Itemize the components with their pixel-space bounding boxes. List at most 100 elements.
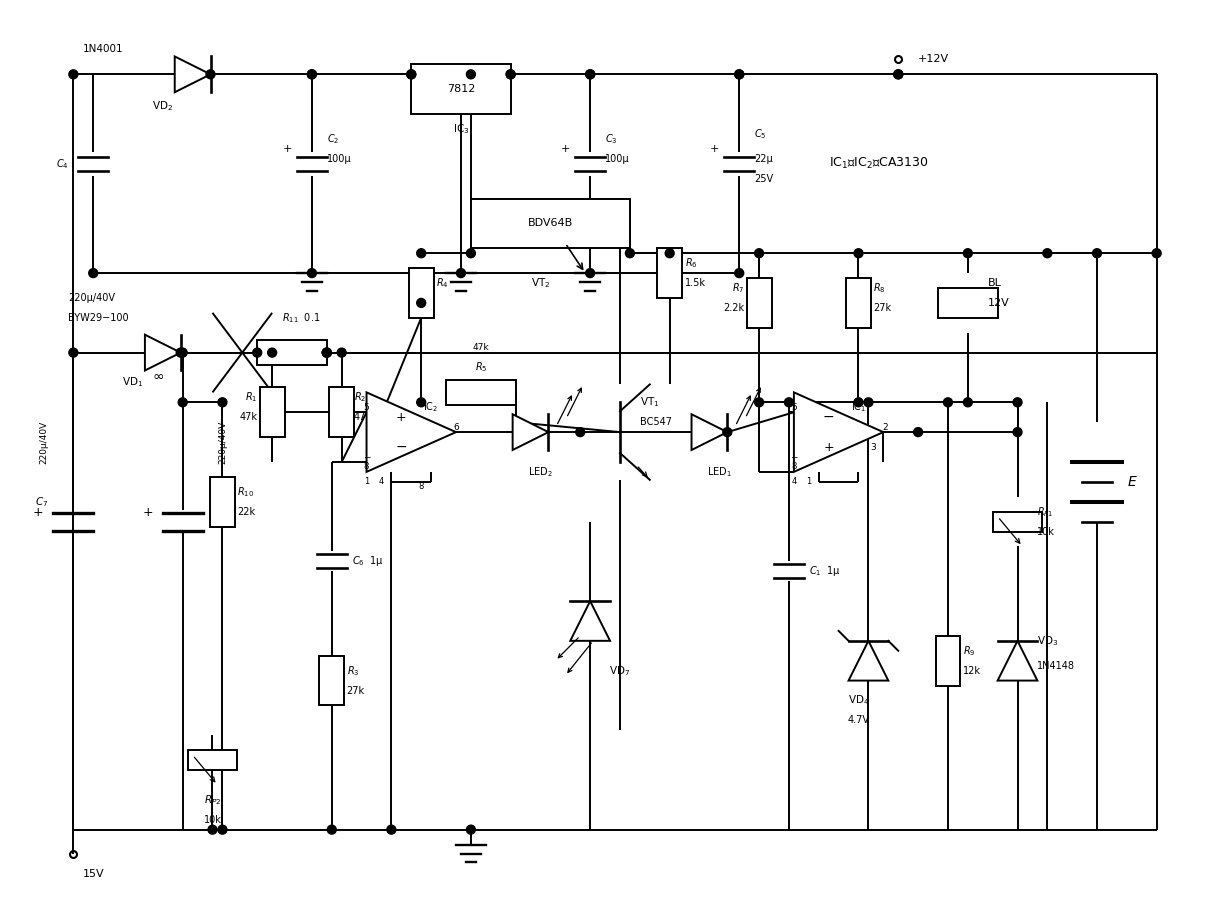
Text: 4: 4 — [792, 477, 796, 486]
Circle shape — [417, 398, 426, 407]
Polygon shape — [570, 601, 611, 640]
Text: 10k: 10k — [203, 815, 222, 824]
Text: +: + — [710, 143, 719, 154]
Circle shape — [457, 269, 465, 278]
Circle shape — [252, 348, 262, 357]
Text: 1N4148: 1N4148 — [1038, 660, 1076, 671]
Bar — [329, 387, 355, 437]
Text: $C_7$: $C_7$ — [36, 495, 48, 509]
Text: BL: BL — [987, 278, 1002, 288]
Text: ∞: ∞ — [153, 371, 164, 384]
Circle shape — [69, 348, 78, 357]
Circle shape — [735, 269, 744, 278]
Text: 47k: 47k — [473, 343, 489, 352]
Circle shape — [89, 269, 97, 278]
Circle shape — [417, 299, 426, 308]
Circle shape — [69, 69, 78, 78]
Text: $C_8$: $C_8$ — [208, 475, 220, 489]
Bar — [319, 656, 345, 705]
Text: 1N4001: 1N4001 — [84, 44, 124, 54]
Circle shape — [267, 348, 277, 357]
Circle shape — [206, 69, 215, 78]
Circle shape — [208, 825, 217, 834]
Text: 47k: 47k — [353, 412, 372, 422]
Text: IC$_1$、IC$_2$：CA3130: IC$_1$、IC$_2$：CA3130 — [828, 156, 928, 171]
Circle shape — [506, 69, 515, 78]
Text: −: − — [395, 440, 407, 454]
Text: 2: 2 — [883, 423, 888, 432]
Circle shape — [467, 825, 475, 834]
Text: BC547: BC547 — [640, 418, 672, 428]
Text: $R_7$: $R_7$ — [731, 281, 745, 295]
Circle shape — [1152, 249, 1161, 258]
Circle shape — [625, 249, 634, 258]
Text: VT$_1$: VT$_1$ — [640, 395, 660, 410]
Text: 4.7V: 4.7V — [847, 715, 869, 725]
Text: VD$_7$: VD$_7$ — [609, 664, 630, 677]
Bar — [446, 380, 516, 405]
Circle shape — [467, 249, 475, 258]
Bar — [257, 340, 326, 365]
Polygon shape — [794, 392, 884, 472]
Circle shape — [894, 69, 902, 78]
Polygon shape — [512, 414, 549, 450]
Text: +: + — [33, 506, 43, 520]
Polygon shape — [692, 414, 728, 450]
Text: $C_2$: $C_2$ — [326, 132, 340, 146]
Polygon shape — [997, 640, 1038, 681]
Text: 5: 5 — [363, 403, 369, 412]
Text: −: − — [363, 453, 371, 462]
Text: $R_9$: $R_9$ — [963, 644, 975, 658]
Text: +: + — [824, 440, 833, 454]
Circle shape — [1043, 249, 1051, 258]
Text: 220μ/40V: 220μ/40V — [39, 420, 48, 464]
Bar — [409, 268, 433, 318]
Circle shape — [323, 348, 331, 357]
Circle shape — [723, 428, 731, 437]
Bar — [938, 288, 997, 318]
Text: 15V: 15V — [84, 870, 105, 879]
Text: LED$_2$: LED$_2$ — [528, 465, 553, 479]
Circle shape — [387, 825, 396, 834]
Circle shape — [406, 69, 416, 78]
Text: 1.5k: 1.5k — [684, 278, 705, 288]
Bar — [411, 64, 511, 114]
Text: 12V: 12V — [987, 298, 1009, 308]
Bar — [187, 750, 238, 770]
Text: VD$_3$: VD$_3$ — [1038, 634, 1059, 648]
Circle shape — [894, 69, 902, 78]
Bar — [657, 248, 682, 298]
Circle shape — [308, 69, 316, 78]
Text: 100μ: 100μ — [326, 154, 351, 164]
Circle shape — [755, 249, 763, 258]
Text: 12k: 12k — [963, 666, 981, 676]
Text: 1: 1 — [806, 477, 811, 486]
Text: $R_8$: $R_8$ — [874, 281, 886, 295]
Polygon shape — [848, 640, 889, 681]
Bar — [471, 198, 630, 248]
Circle shape — [735, 69, 744, 78]
Text: 4: 4 — [379, 477, 384, 486]
Text: $R_2$: $R_2$ — [353, 391, 366, 404]
Circle shape — [323, 348, 331, 357]
Circle shape — [1013, 428, 1022, 437]
Circle shape — [467, 69, 475, 78]
Text: IC$_2$: IC$_2$ — [423, 400, 438, 414]
Circle shape — [406, 69, 416, 78]
Circle shape — [337, 348, 346, 357]
Circle shape — [854, 398, 863, 407]
Text: 22μ: 22μ — [755, 154, 773, 164]
Text: VD$_4$: VD$_4$ — [848, 694, 869, 707]
Text: 10k: 10k — [1038, 527, 1055, 537]
Text: 220μ/40V: 220μ/40V — [218, 420, 227, 464]
Circle shape — [665, 249, 675, 258]
Text: 2.2k: 2.2k — [723, 303, 745, 313]
Text: $R_1$: $R_1$ — [245, 391, 257, 404]
Text: −: − — [790, 453, 798, 462]
Bar — [936, 636, 960, 686]
Circle shape — [323, 348, 331, 357]
Polygon shape — [175, 57, 211, 92]
Polygon shape — [145, 335, 181, 371]
Text: VD$_1$: VD$_1$ — [122, 375, 144, 390]
Polygon shape — [367, 392, 455, 472]
